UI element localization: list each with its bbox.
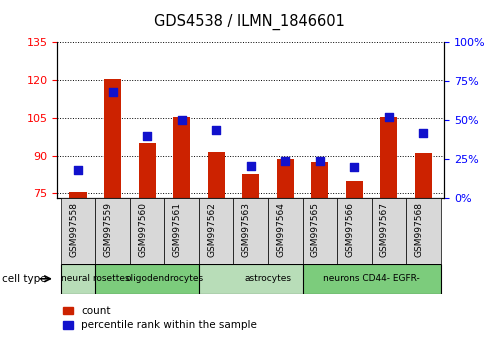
Text: GSM997565: GSM997565 [311,202,320,257]
Text: GSM997568: GSM997568 [414,202,423,257]
Bar [415,153,432,198]
Bar [234,198,268,264]
Bar [268,198,302,264]
Bar [302,198,337,264]
Point [109,90,117,95]
Legend: count, percentile rank within the sample: count, percentile rank within the sample [62,306,257,330]
Point [178,118,186,123]
Point [247,163,255,169]
Point [419,130,427,136]
Text: GSM997567: GSM997567 [380,202,389,257]
Text: oligodendrocytes: oligodendrocytes [125,274,204,283]
Bar [208,152,225,198]
Bar [311,162,328,198]
Point [385,114,393,120]
Bar [242,175,259,198]
Bar [95,264,234,294]
Point [143,133,151,139]
Bar [61,198,95,264]
Bar [372,198,406,264]
Point [212,127,220,132]
Bar [69,192,87,198]
Text: GSM997560: GSM997560 [138,202,147,257]
Text: GSM997562: GSM997562 [207,202,216,257]
Text: GSM997563: GSM997563 [242,202,251,257]
Bar [346,181,363,198]
Point [281,158,289,164]
Bar [95,198,130,264]
Bar [61,264,130,294]
Bar [302,264,441,294]
Text: cell type: cell type [2,274,47,284]
Text: astrocytes: astrocytes [245,274,291,283]
Text: GSM997566: GSM997566 [345,202,354,257]
Bar [199,264,337,294]
Text: GSM997559: GSM997559 [104,202,113,257]
Bar [380,116,398,198]
Bar [199,198,234,264]
Bar [173,116,190,198]
Bar [130,198,165,264]
Point [350,164,358,170]
Text: GDS4538 / ILMN_1846601: GDS4538 / ILMN_1846601 [154,14,345,30]
Text: GSM997558: GSM997558 [69,202,78,257]
Point [316,158,324,164]
Bar [276,159,294,198]
Text: neurons CD44- EGFR-: neurons CD44- EGFR- [323,274,420,283]
Text: neural rosettes: neural rosettes [61,274,130,283]
Point [74,167,82,173]
Bar [104,79,121,198]
Text: GSM997564: GSM997564 [276,202,285,257]
Bar [165,198,199,264]
Bar [406,198,441,264]
Text: GSM997561: GSM997561 [173,202,182,257]
Bar [337,198,372,264]
Bar [139,143,156,198]
